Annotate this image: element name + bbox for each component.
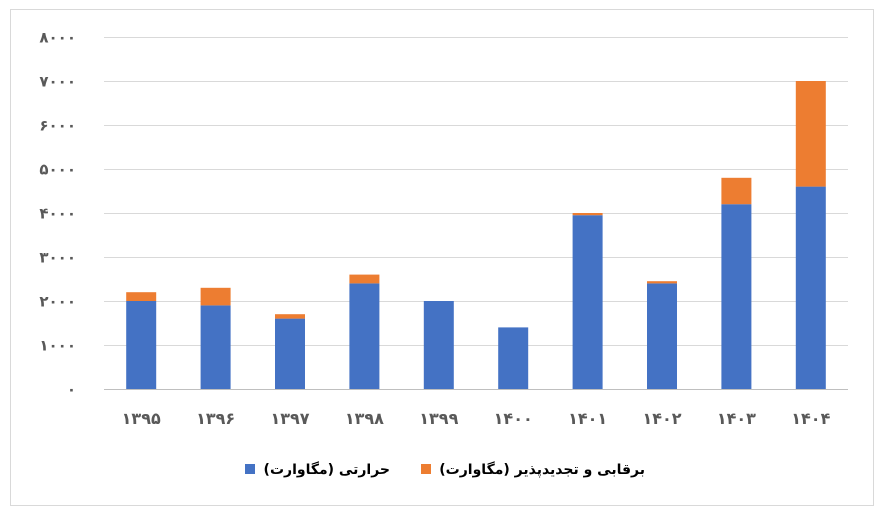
bar-thermal <box>200 305 231 389</box>
x-tick-label: ۱۴۰۴ <box>791 409 830 428</box>
bar-hydro-renewable <box>349 274 380 284</box>
x-tick-label: ۱۳۹۶ <box>196 409 235 428</box>
x-tick-label: ۱۴۰۳ <box>717 409 756 428</box>
x-tick-label: ۱۴۰۱ <box>568 409 607 428</box>
bar-thermal <box>349 283 380 389</box>
y-tick-label: ۳۰۰۰ <box>39 249 76 267</box>
x-tick-label: ۱۴۰۰ <box>494 409 533 428</box>
bar-hydro-renewable <box>200 287 231 306</box>
x-tick-label: ۱۳۹۵ <box>122 409 161 428</box>
x-tick-label: ۱۳۹۹ <box>419 409 458 428</box>
x-tick-label: ۱۴۰۲ <box>642 409 681 428</box>
bar-hydro-renewable <box>572 213 603 216</box>
bar-thermal <box>126 301 157 389</box>
y-tick-label: ۷۰۰۰ <box>39 73 76 91</box>
x-tick-label: ۱۳۹۷ <box>270 409 309 428</box>
y-tick-label: ۰ <box>67 381 76 399</box>
legend-thermal: حرارتی (مگاوارت) <box>245 461 390 478</box>
bar-hydro-renewable <box>647 281 677 284</box>
y-tick-label: ۲۰۰۰ <box>39 293 76 311</box>
y-tick-label: ۸۰۰۰ <box>39 29 76 47</box>
y-axis-ticks: ۰ ۱۰۰۰ ۲۰۰۰ ۳۰۰۰ ۴۰۰۰ ۵۰۰۰ ۶۰۰۰ ۷۰۰۰ ۸۰۰۰ <box>39 29 76 399</box>
bar-hydro-renewable <box>795 81 826 187</box>
bar-hydro-renewable <box>721 177 752 205</box>
bar-hydro-renewable <box>126 292 157 301</box>
legend-swatch <box>245 464 255 474</box>
bars <box>126 81 826 389</box>
bar-thermal <box>572 215 603 389</box>
legend-swatch <box>421 464 431 474</box>
bar-hydro-renewable <box>275 314 305 319</box>
x-tick-label: ۱۳۹۸ <box>345 409 384 428</box>
bar-thermal <box>423 301 454 389</box>
bar-thermal <box>275 318 305 389</box>
bar-thermal <box>721 204 752 389</box>
y-tick-label: ۴۰۰۰ <box>39 205 76 223</box>
legend-label: برقابی و تجدیدپذیر (مگاوارت) <box>439 461 645 478</box>
bar-thermal <box>647 283 677 389</box>
bar-thermal <box>795 186 826 389</box>
bar-thermal <box>498 327 529 389</box>
legend-hydro-renewable: برقابی و تجدیدپذیر (مگاوارت) <box>421 461 645 478</box>
y-tick-label: ۱۰۰۰ <box>39 337 76 355</box>
y-tick-label: ۶۰۰۰ <box>39 117 76 135</box>
legend: حرارتی (مگاوارت) برقابی و تجدیدپذیر (مگاو… <box>245 461 645 478</box>
legend-label: حرارتی (مگاوارت) <box>264 461 390 478</box>
y-tick-label: ۵۰۰۰ <box>39 161 76 179</box>
x-axis-ticks: ۱۳۹۵ ۱۳۹۶ ۱۳۹۷ ۱۳۹۸ ۱۳۹۹ ۱۴۰۰ ۱۴۰۱ ۱۴۰۲ ۱۴۰۳ ۱۴۰۴ <box>122 409 831 428</box>
